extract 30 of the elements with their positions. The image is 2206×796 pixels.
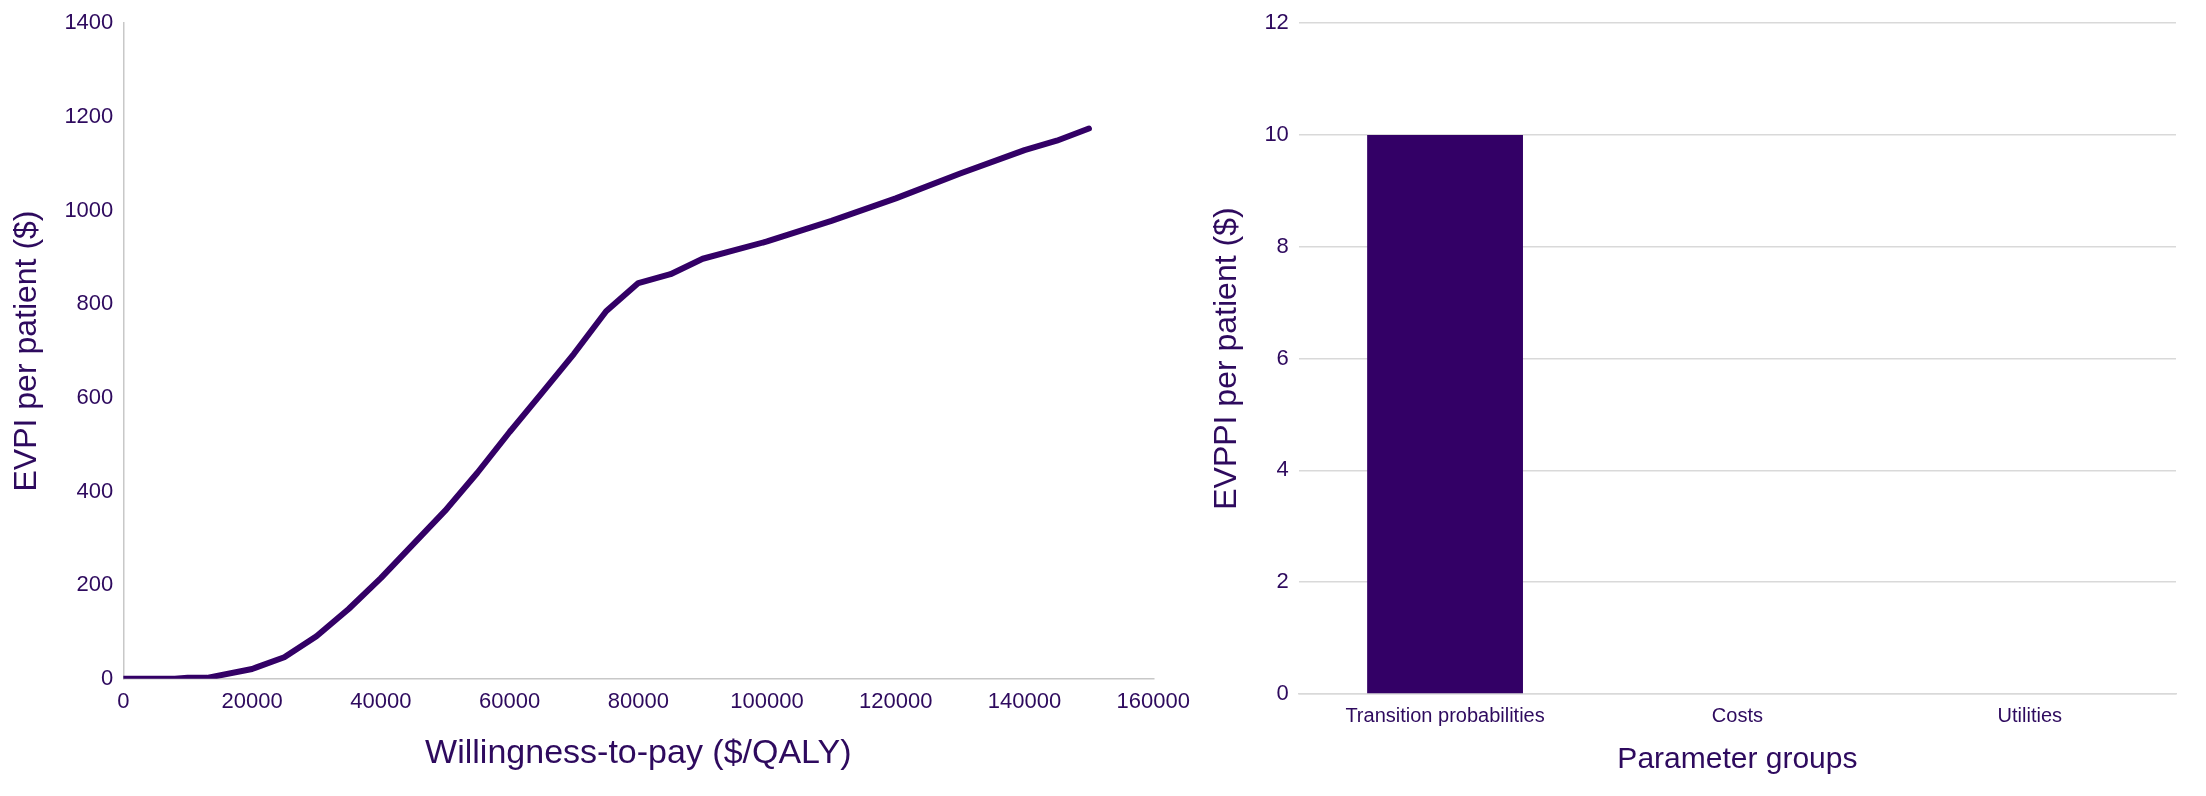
y-tick-label: 200 bbox=[76, 571, 114, 597]
x-tick-label: Transition probabilities bbox=[1345, 703, 1545, 726]
x-tick-label: 100000 bbox=[730, 688, 804, 714]
x-tick-label: 140000 bbox=[987, 688, 1062, 714]
x-tick-label: 160000 bbox=[1116, 688, 1190, 714]
y-tick-label: 1000 bbox=[64, 196, 114, 222]
y-tick-label: 8 bbox=[1276, 232, 1289, 258]
y-tick-label: 2 bbox=[1276, 568, 1289, 594]
y-tick-label: 10 bbox=[1264, 121, 1289, 147]
y-axis-title: EVPPI per patient ($) bbox=[1207, 207, 1244, 510]
x-tick-label: 120000 bbox=[859, 688, 933, 714]
x-tick-label: 80000 bbox=[607, 688, 669, 714]
x-axis-title: Willingness-to-pay ($/QALY) bbox=[425, 731, 852, 770]
y-tick-label: 4 bbox=[1276, 456, 1289, 482]
x-tick-label: 20000 bbox=[221, 688, 283, 714]
x-axis-title: Parameter groups bbox=[1617, 741, 1858, 775]
y-tick-label: 1400 bbox=[64, 9, 114, 35]
y-tick-label: 400 bbox=[76, 477, 114, 503]
y-tick-label: 0 bbox=[101, 664, 114, 690]
y-tick-label: 12 bbox=[1264, 9, 1289, 35]
x-tick-label: 40000 bbox=[350, 688, 412, 714]
x-tick-label: Costs bbox=[1711, 703, 1763, 726]
y-tick-label: 600 bbox=[76, 383, 114, 409]
y-tick-label: 800 bbox=[76, 290, 114, 316]
y-tick-label: 6 bbox=[1276, 344, 1289, 370]
y-axis-title: EVPI per patient ($) bbox=[7, 210, 44, 492]
y-tick-label: 1200 bbox=[64, 102, 114, 128]
x-tick-label: 60000 bbox=[478, 688, 541, 714]
x-tick-label: 0 bbox=[117, 688, 130, 714]
x-tick-label: Utilities bbox=[1997, 703, 2063, 726]
